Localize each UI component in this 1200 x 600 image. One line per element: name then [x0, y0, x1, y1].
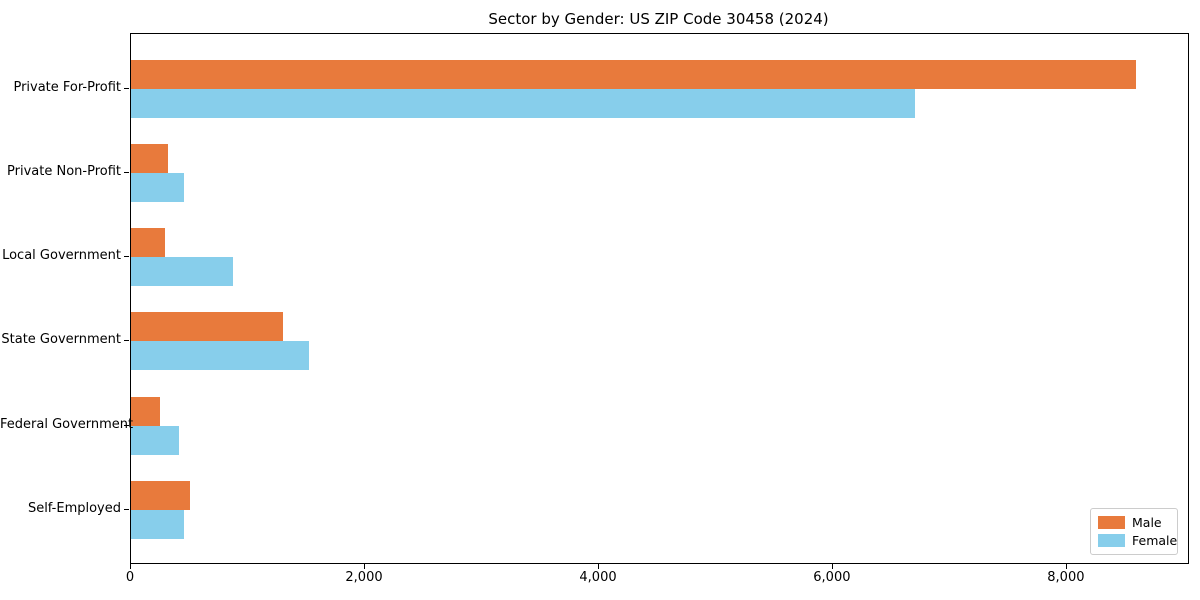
bar-male-private-for-profit: [131, 59, 1136, 89]
ytick-label-state-government: State Government: [1, 332, 121, 348]
legend-swatch-female: [1098, 534, 1125, 548]
ytick-label-private-for-profit: Private For-Profit: [13, 79, 121, 95]
ytick-label-federal-government: Federal Government: [0, 416, 134, 432]
ytick-mark-private-for-profit: [124, 87, 129, 89]
xtick-label-6-000: 6,000: [813, 570, 851, 585]
ytick-mark-self-employed: [124, 509, 129, 510]
legend-item-male: Male: [1098, 515, 1170, 530]
bar-male-private-non-profit: [131, 143, 168, 173]
xtick-label-4-000: 4,000: [579, 570, 617, 585]
xtick-mark-6-000: [831, 564, 833, 569]
ytick-label-local-government: Local Government: [2, 248, 121, 264]
ytick-mark-state-government: [124, 340, 129, 342]
xtick-mark-4-000: [598, 564, 599, 569]
chart-title: Sector by Gender: US ZIP Code 30458 (202…: [488, 10, 829, 28]
xtick-label-2-000: 2,000: [345, 570, 383, 585]
plot-area: [130, 33, 1189, 564]
ytick-label-self-employed: Self-Employed: [27, 501, 121, 516]
xtick-mark-0: [130, 564, 131, 569]
xtick-mark-2-000: [364, 564, 365, 569]
ytick-mark-federal-government: [124, 424, 129, 426]
ytick-label-private-non-profit: Private Non-Profit: [7, 163, 121, 179]
bar-male-self-employed: [131, 481, 191, 510]
xtick-mark-8-000: [1065, 564, 1067, 569]
bar-female-federal-government: [131, 425, 179, 455]
legend-item-female: Female: [1098, 533, 1177, 548]
bar-female-local-government: [131, 257, 234, 287]
legend-label-male: Male: [1132, 514, 1162, 530]
xtick-label-8-000: 8,000: [1047, 570, 1085, 585]
bar-female-state-government: [131, 341, 310, 371]
bar-female-self-employed: [131, 510, 185, 539]
bar-female-private-non-profit: [131, 172, 185, 202]
ytick-mark-private-non-profit: [124, 171, 129, 173]
bar-female-private-for-profit: [131, 88, 915, 118]
bar-male-state-government: [131, 312, 283, 342]
legend: Male Female: [1090, 508, 1178, 555]
ytick-mark-local-government: [124, 256, 129, 258]
legend-label-female: Female: [1132, 533, 1178, 549]
legend-swatch-male: [1098, 515, 1125, 529]
bar-male-local-government: [131, 228, 165, 258]
xtick-label-0: 0: [125, 570, 135, 585]
bar-male-federal-government: [131, 396, 160, 426]
